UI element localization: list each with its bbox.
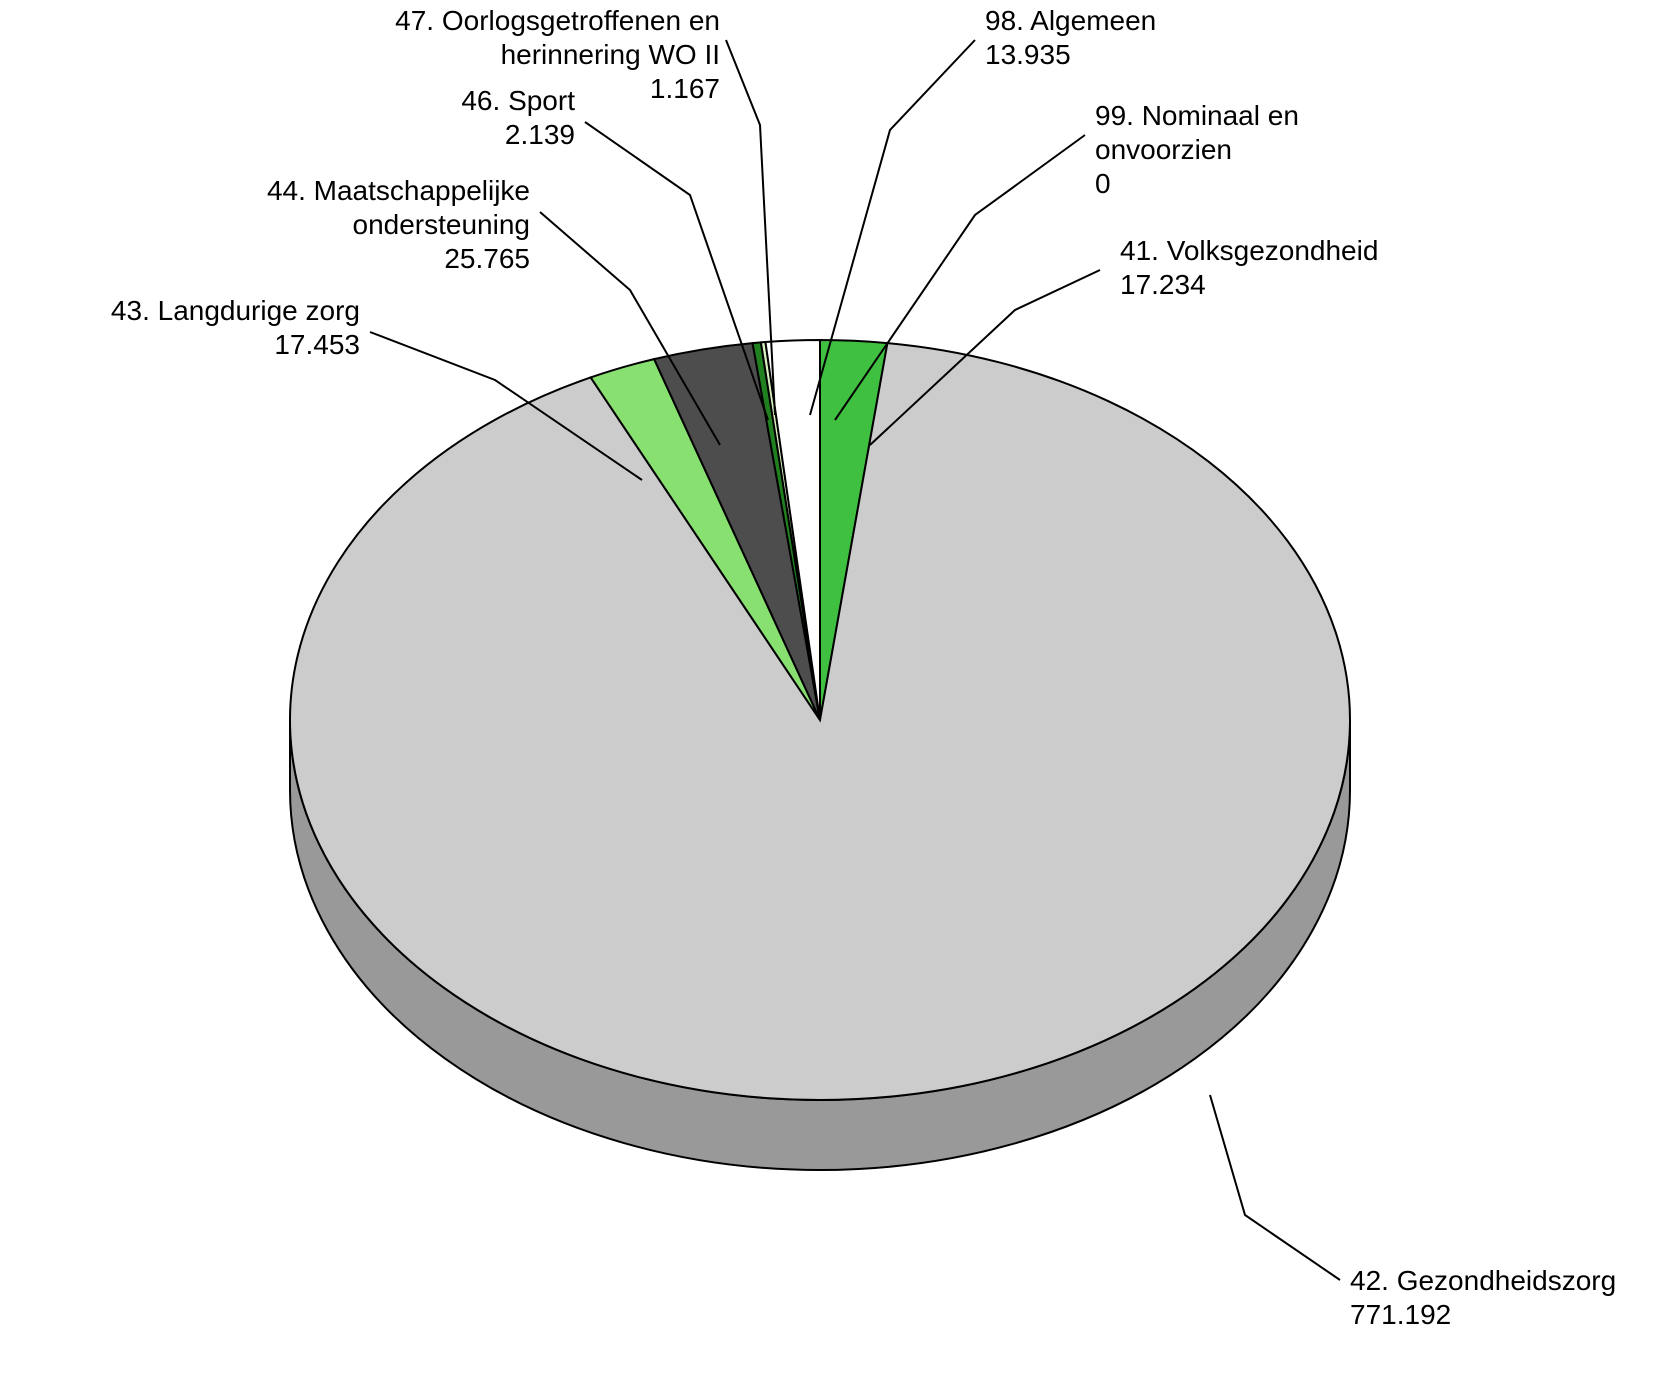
pie-top	[290, 340, 1350, 1100]
label-98-line-0: 98. Algemeen	[985, 5, 1156, 36]
label-99: 99. Nominaal enonvoorzien0	[1095, 100, 1299, 199]
label-99-line-0: 99. Nominaal en	[1095, 100, 1299, 131]
label-44-line-0: 44. Maatschappelijke	[267, 175, 530, 206]
label-43-line-0: 43. Langdurige zorg	[111, 295, 360, 326]
label-42: 42. Gezondheidszorg771.192	[1350, 1265, 1616, 1330]
label-47-line-2: 1.167	[650, 73, 720, 104]
label-98: 98. Algemeen13.935	[985, 5, 1156, 70]
label-41: 41. Volksgezondheid17.234	[1120, 235, 1378, 300]
label-44-line-1: ondersteuning	[353, 209, 530, 240]
label-47-line-1: herinnering WO II	[501, 39, 720, 70]
label-47-line-0: 47. Oorlogsgetroffenen en	[395, 5, 720, 36]
label-99-line-2: 0	[1095, 168, 1111, 199]
label-42-line-1: 771.192	[1350, 1299, 1451, 1330]
label-46: 46. Sport2.139	[461, 85, 575, 150]
pie-chart: 41. Volksgezondheid17.234 42. Gezondheids…	[0, 0, 1657, 1378]
label-43-line-1: 17.453	[274, 329, 360, 360]
label-99-line-1: onvoorzien	[1095, 134, 1232, 165]
label-41-line-1: 17.234	[1120, 269, 1206, 300]
label-44: 44. Maatschappelijkeondersteuning25.765	[267, 175, 530, 274]
label-43: 43. Langdurige zorg17.453	[111, 295, 360, 360]
label-98-line-1: 13.935	[985, 39, 1071, 70]
label-46-line-0: 46. Sport	[461, 85, 575, 116]
label-44-line-2: 25.765	[444, 243, 530, 274]
label-41-line-0: 41. Volksgezondheid	[1120, 235, 1378, 266]
leader-42	[1210, 1095, 1340, 1280]
label-42-line-0: 42. Gezondheidszorg	[1350, 1265, 1616, 1296]
label-46-line-1: 2.139	[505, 119, 575, 150]
